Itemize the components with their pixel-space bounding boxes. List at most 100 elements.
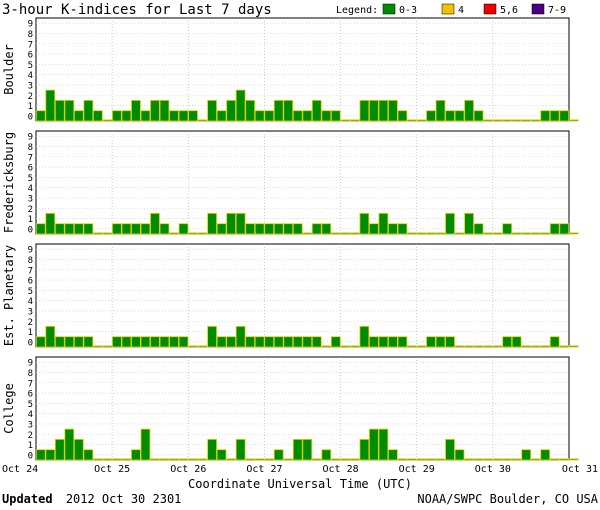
k-index-bar (140, 428, 151, 461)
k-index-bar (369, 223, 379, 235)
k-index-bar (426, 336, 436, 348)
k-index-bar (207, 212, 217, 235)
k-index-bar (559, 110, 570, 122)
panel-label: Est. Planetary (2, 245, 16, 346)
k-index-bar (340, 232, 351, 235)
y-tick-label: 8 (28, 256, 33, 266)
k-index-bar (416, 119, 427, 122)
k-index-bar (35, 449, 46, 461)
y-tick-label: 9 (28, 246, 33, 256)
k-index-bar (64, 223, 75, 235)
k-index-bar (121, 110, 132, 122)
footer-updated: Updated 2012 Oct 30 2301 (2, 492, 181, 506)
k-index-bar (245, 458, 256, 461)
k-index-bar (83, 336, 94, 348)
k-index-bar (454, 345, 465, 348)
y-tick-label: 8 (28, 143, 33, 153)
k-index-bar (292, 438, 303, 461)
legend-entry-label: 5,6 (500, 5, 518, 16)
k-index-bar (102, 458, 113, 461)
k-index-bar (311, 100, 322, 122)
x-axis-label: Coordinate Universal Time (UTC) (188, 477, 412, 491)
k-index-bar (54, 336, 65, 348)
k-index-bar (492, 345, 503, 348)
y-tick-label: 0 (28, 225, 33, 235)
k-index-bar (226, 336, 236, 348)
k-index-bar (245, 223, 256, 235)
k-index-bar (102, 345, 113, 348)
k-index-bar (73, 223, 84, 235)
k-index-bar (502, 223, 512, 235)
k-index-bar (283, 100, 294, 122)
y-tick-label: 7 (28, 40, 33, 50)
k-index-bar (45, 212, 56, 235)
k-index-bar (54, 223, 65, 235)
k-index-bar (159, 223, 170, 235)
k-index-bar (521, 345, 532, 348)
k-index-bar (388, 223, 398, 235)
k-index-bar (302, 110, 313, 122)
k-index-bar (45, 325, 56, 348)
k-index-bar (378, 336, 389, 348)
k-index-bar (397, 223, 408, 235)
updated-label: Updated (2, 492, 53, 506)
y-tick-label: 6 (28, 277, 33, 287)
k-index-bar (407, 232, 417, 235)
k-index-bar (321, 110, 332, 122)
k-index-bar (169, 232, 179, 235)
k-index-bar (454, 232, 465, 235)
k-index-bar (483, 345, 493, 348)
legend-swatch (382, 3, 396, 15)
k-index-bar (321, 345, 332, 348)
y-tick-label: 0 (28, 338, 33, 348)
y-tick-label: 5 (28, 174, 33, 184)
k-index-bar (559, 458, 570, 461)
k-index-bar (235, 212, 246, 235)
k-index-bar (349, 232, 360, 235)
k-index-bar (73, 110, 84, 122)
k-index-bar (568, 458, 579, 461)
k-index-bar (369, 428, 379, 461)
k-index-bar (207, 438, 217, 461)
x-tick-label: Oct 30 (475, 464, 511, 475)
k-index-bar (349, 458, 360, 461)
k-index-bar (112, 458, 122, 461)
k-index-bar (311, 336, 322, 348)
k-index-bar (540, 110, 551, 122)
k-index-bar (521, 449, 532, 461)
k-index-bar (216, 223, 227, 235)
y-tick-label: 1 (28, 441, 33, 451)
y-tick-label: 1 (28, 328, 33, 338)
x-tick-label: Oct 27 (246, 464, 282, 475)
y-tick-label: 5 (28, 400, 33, 410)
k-index-bar (112, 223, 122, 235)
legend-entry-label: 7-9 (548, 5, 566, 16)
k-index-bar (64, 100, 75, 122)
panel-label: Boulder (2, 44, 16, 95)
k-index-bar (568, 345, 579, 348)
k-index-bar (159, 100, 170, 122)
k-index-bar (378, 428, 389, 461)
k-index-bar (273, 449, 284, 461)
legend-label: Legend: (336, 5, 378, 16)
chart-header: 3-hour K-indices for Last 7 days Legend:… (2, 2, 566, 18)
y-tick-label: 7 (28, 266, 33, 276)
k-index-bar (416, 232, 427, 235)
x-tick-label: Oct 28 (323, 464, 359, 475)
k-index-bar (540, 232, 551, 235)
k-index-bar (292, 336, 303, 348)
legend-entry-label: 0-3 (399, 5, 417, 16)
k-index-bar (131, 336, 141, 348)
k-index-bar (235, 325, 246, 348)
k-index-bar (549, 223, 560, 235)
k-index-bar (64, 336, 75, 348)
k-index-bar (207, 325, 217, 348)
y-tick-label: 4 (28, 410, 33, 420)
k-index-bar (226, 100, 236, 122)
k-index-bar (121, 458, 132, 461)
k-index-bar (245, 336, 256, 348)
k-index-bar (273, 100, 284, 122)
k-index-bar (511, 336, 522, 348)
